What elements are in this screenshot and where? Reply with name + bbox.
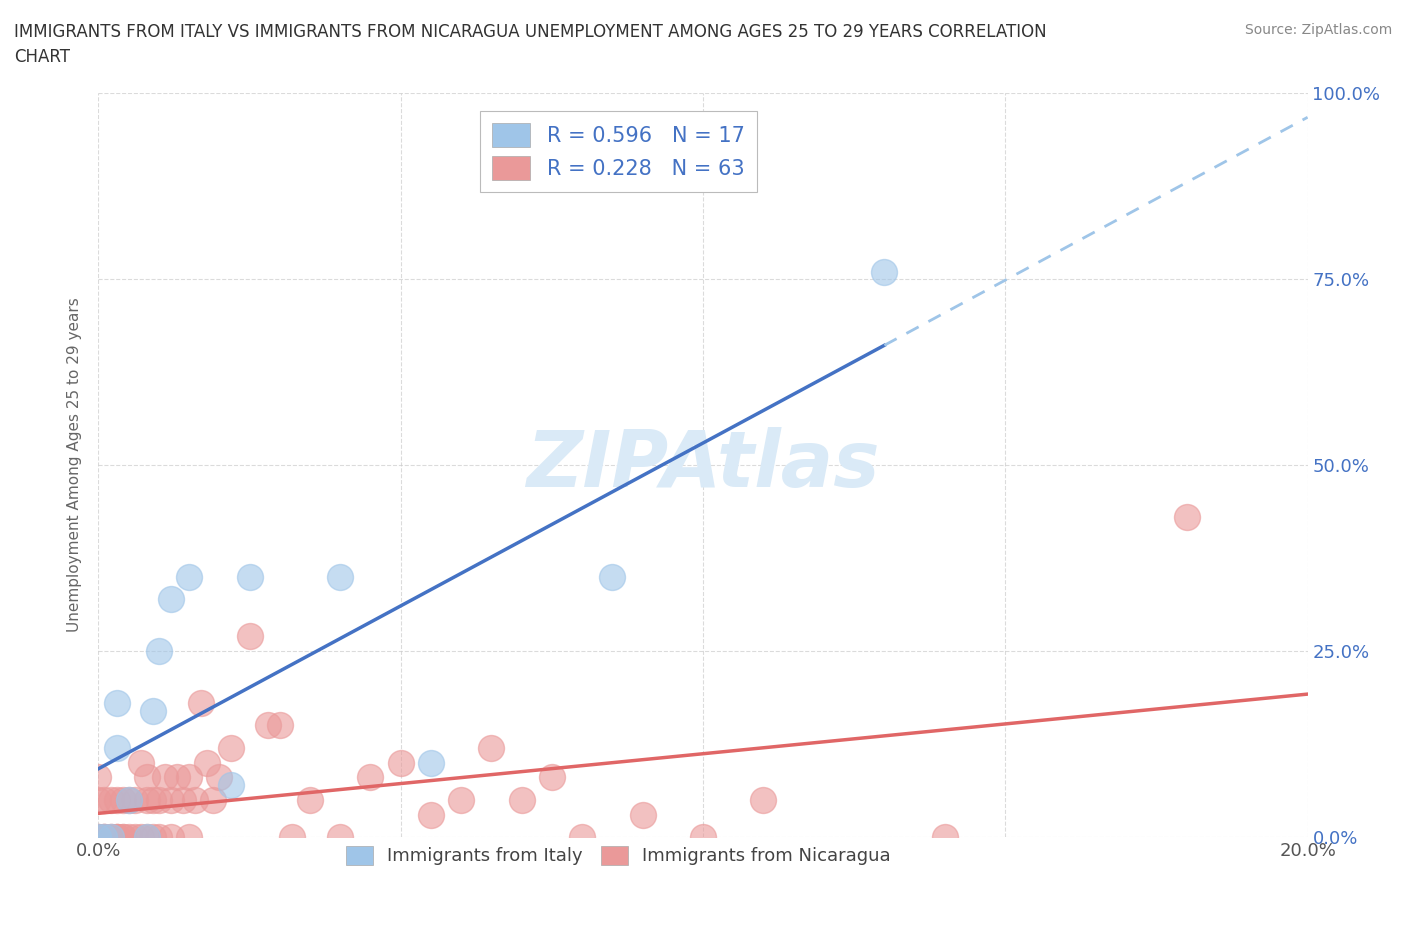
Point — [135, 770, 157, 785]
Point — [105, 792, 128, 807]
Point — [87, 830, 110, 844]
Point — [135, 830, 157, 844]
Point — [111, 830, 134, 844]
Point — [179, 830, 201, 844]
Point — [87, 792, 110, 807]
Point — [87, 770, 110, 785]
Point — [752, 792, 775, 807]
Point — [299, 792, 322, 807]
Point — [202, 792, 225, 807]
Point — [148, 792, 170, 807]
Point — [190, 696, 212, 711]
Point — [135, 792, 157, 807]
Point — [360, 770, 382, 785]
Point — [105, 830, 128, 844]
Point — [208, 770, 231, 785]
Point — [571, 830, 593, 844]
Point — [160, 591, 183, 606]
Point — [329, 569, 352, 584]
Point — [93, 792, 115, 807]
Point — [111, 830, 134, 844]
Point — [118, 830, 141, 844]
Point — [172, 792, 194, 807]
Point — [100, 830, 122, 844]
Point — [1175, 510, 1198, 525]
Y-axis label: Unemployment Among Ages 25 to 29 years: Unemployment Among Ages 25 to 29 years — [67, 298, 83, 632]
Point — [142, 830, 165, 844]
Point — [105, 740, 128, 755]
Text: CHART: CHART — [14, 48, 70, 66]
Legend: Immigrants from Italy, Immigrants from Nicaragua: Immigrants from Italy, Immigrants from N… — [339, 839, 898, 872]
Point — [692, 830, 714, 844]
Point — [118, 792, 141, 807]
Point — [100, 830, 122, 844]
Text: Source: ZipAtlas.com: Source: ZipAtlas.com — [1244, 23, 1392, 37]
Point — [540, 770, 562, 785]
Point — [100, 830, 122, 844]
Point — [221, 740, 243, 755]
Point — [129, 755, 152, 770]
Point — [160, 792, 183, 807]
Point — [142, 703, 165, 718]
Point — [239, 629, 262, 644]
Point — [135, 830, 157, 844]
Point — [105, 696, 128, 711]
Point — [221, 777, 243, 792]
Point — [129, 830, 152, 844]
Point — [269, 718, 291, 733]
Point — [87, 830, 110, 844]
Point — [100, 792, 122, 807]
Point — [179, 569, 201, 584]
Point — [934, 830, 956, 844]
Point — [329, 830, 352, 844]
Point — [124, 830, 146, 844]
Text: ZIPAtlas: ZIPAtlas — [526, 427, 880, 503]
Point — [281, 830, 304, 844]
Point — [420, 755, 443, 770]
Point — [631, 807, 654, 822]
Point — [124, 792, 146, 807]
Point — [93, 830, 115, 844]
Text: IMMIGRANTS FROM ITALY VS IMMIGRANTS FROM NICARAGUA UNEMPLOYMENT AMONG AGES 25 TO: IMMIGRANTS FROM ITALY VS IMMIGRANTS FROM… — [14, 23, 1046, 41]
Point — [873, 264, 896, 279]
Point — [160, 830, 183, 844]
Point — [153, 770, 176, 785]
Point — [111, 792, 134, 807]
Point — [148, 830, 170, 844]
Point — [195, 755, 218, 770]
Point — [239, 569, 262, 584]
Point — [450, 792, 472, 807]
Point — [256, 718, 278, 733]
Point — [118, 792, 141, 807]
Point — [87, 830, 110, 844]
Point — [602, 569, 624, 584]
Point — [389, 755, 412, 770]
Point — [148, 644, 170, 658]
Point — [184, 792, 207, 807]
Point — [93, 830, 115, 844]
Point — [481, 740, 503, 755]
Point — [179, 770, 201, 785]
Point — [510, 792, 533, 807]
Point — [105, 830, 128, 844]
Point — [93, 830, 115, 844]
Point — [142, 792, 165, 807]
Point — [166, 770, 188, 785]
Point — [420, 807, 443, 822]
Point — [93, 830, 115, 844]
Point — [105, 830, 128, 844]
